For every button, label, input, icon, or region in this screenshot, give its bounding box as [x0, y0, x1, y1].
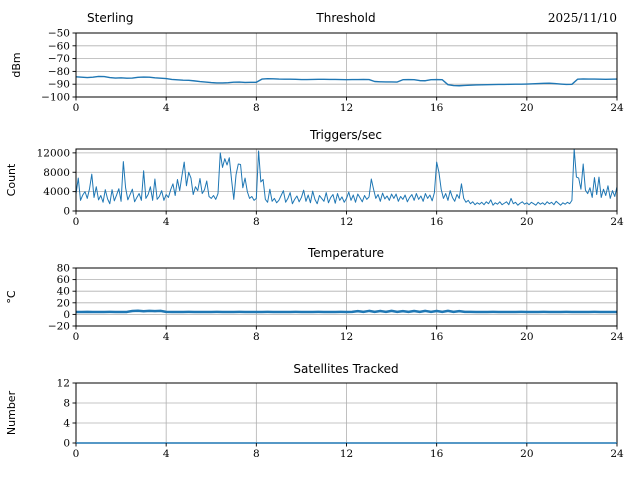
- x-tick-label: 12: [340, 216, 353, 228]
- x-tick-label: 20: [520, 216, 533, 228]
- chart-triggers-ylabel: Count: [5, 163, 18, 196]
- y-tick-label: 0: [63, 438, 70, 450]
- chart-satellites-plot: 0 4 8 12 16 20 24 0 4 8 12: [57, 378, 624, 461]
- x-tick-label: 16: [430, 448, 444, 460]
- x-tick-label: 0: [73, 448, 80, 460]
- x-tick-label: 24: [610, 102, 624, 114]
- y-tick-label: 20: [57, 297, 70, 309]
- y-tick-label: 4000: [43, 186, 70, 198]
- chart-threshold-title: Threshold: [315, 11, 375, 25]
- y-tick-label: −100: [41, 92, 70, 104]
- chart-satellites-title: Satellites Tracked: [293, 362, 398, 376]
- y-tick-label: 8: [63, 398, 70, 410]
- y-tick-label: 80: [57, 263, 70, 275]
- x-tick-label: 8: [253, 448, 260, 460]
- x-tick-label: 0: [73, 102, 80, 114]
- y-tick-label: 60: [57, 274, 70, 286]
- chart-threshold-series: [75, 75, 618, 87]
- x-tick-label: 20: [520, 331, 533, 343]
- y-tick-label: −50: [48, 28, 70, 40]
- x-tick-label: 12: [340, 102, 353, 114]
- x-tick-label: 4: [163, 331, 170, 343]
- x-tick-label: 24: [610, 448, 624, 460]
- x-tick-label: 24: [610, 216, 624, 228]
- x-tick-label: 24: [610, 331, 624, 343]
- y-tick-label: −70: [48, 53, 70, 65]
- x-tick-label: 8: [253, 331, 260, 343]
- chart-threshold-ylabel: dBm: [10, 52, 23, 77]
- x-tick-label: 20: [520, 448, 533, 460]
- x-tick-label: 16: [430, 216, 444, 228]
- chart-triggers-title: Triggers/sec: [309, 128, 382, 142]
- x-tick-label: 12: [340, 448, 353, 460]
- x-tick-label: 20: [520, 102, 533, 114]
- chart-temperature-ylabel: °C: [5, 290, 18, 304]
- x-tick-label: 8: [253, 102, 260, 114]
- y-tick-label: 12000: [37, 147, 70, 159]
- y-tick-label: −60: [48, 40, 70, 52]
- chart-threshold-plot: 0 4 8 12 16 20 24 −100−90−80−70−60−50: [41, 28, 624, 115]
- x-tick-label: 4: [163, 102, 170, 114]
- x-tick-label: 4: [163, 448, 170, 460]
- y-tick-label: 12: [57, 378, 70, 390]
- chart-temperature-title: Temperature: [307, 246, 384, 260]
- chart-threshold-date: 2025/11/10: [548, 11, 617, 25]
- plots-layer: 0 4 8 12 16 20 24 −100−90−80−70−60−50 0 4 8 12 16 20 2…: [37, 28, 624, 461]
- y-tick-label: 40: [57, 286, 70, 298]
- y-tick-label: 4: [63, 418, 70, 430]
- chart-threshold-left-title: Sterling: [87, 11, 134, 25]
- x-tick-label: 8: [253, 216, 260, 228]
- x-tick-label: 16: [430, 102, 444, 114]
- chart-triggers-series: [75, 148, 618, 206]
- x-tick-label: 0: [73, 216, 80, 228]
- chart-temperature-series: [75, 309, 617, 314]
- x-tick-label: 0: [73, 331, 80, 343]
- y-tick-label: −20: [48, 321, 70, 333]
- x-tick-label: 4: [163, 216, 170, 228]
- y-tick-label: 0: [63, 309, 70, 321]
- chart-triggers-plot: 0 4 8 12 16 20 24 0 4000 8000 12000: [37, 147, 624, 228]
- y-tick-label: −80: [48, 66, 70, 78]
- y-tick-label: 0: [63, 206, 70, 218]
- chart-satellites-ylabel: Number: [5, 390, 18, 435]
- x-tick-label: 16: [430, 331, 444, 343]
- y-tick-label: −90: [48, 79, 70, 91]
- x-tick-label: 12: [340, 331, 353, 343]
- y-tick-label: 8000: [43, 167, 70, 179]
